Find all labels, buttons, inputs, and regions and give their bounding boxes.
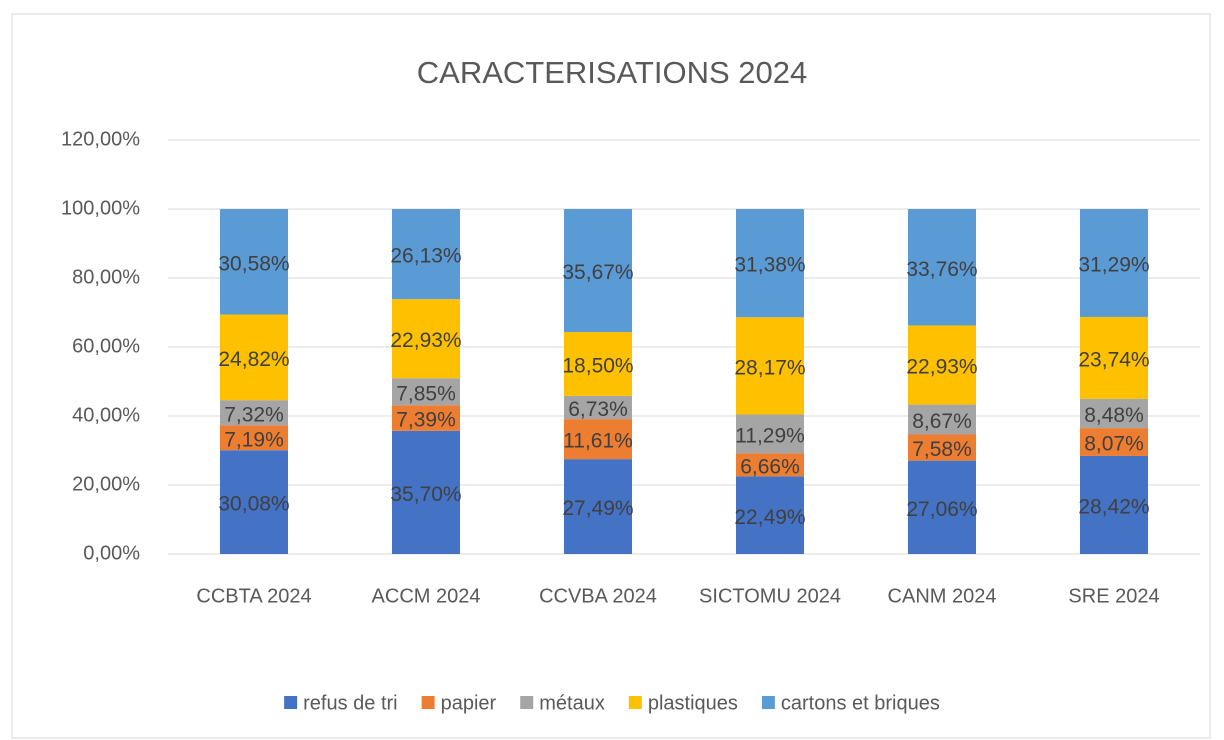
legend-swatch — [421, 696, 435, 709]
legend-label: papier — [441, 692, 497, 714]
x-tick-label: SRE 2024 — [1068, 585, 1159, 607]
bar-segment — [1080, 209, 1148, 317]
value-label: 35,67% — [562, 261, 633, 284]
value-label: 6,73% — [568, 398, 628, 421]
value-label: 35,70% — [390, 483, 461, 506]
bar-segment — [1080, 428, 1148, 456]
value-label: 30,58% — [218, 252, 289, 275]
legend-swatch — [520, 696, 534, 709]
bar-segment — [736, 414, 804, 454]
x-tick-label: SICTOMU 2024 — [699, 585, 841, 607]
y-tick-label: 60,00% — [72, 335, 140, 357]
legend: refus de tri papier métaux plastiques carton… — [284, 692, 940, 714]
bar-segment — [908, 209, 976, 326]
bar-segment — [736, 476, 804, 554]
value-label: 28,42% — [1078, 496, 1149, 519]
y-tick-label: 120,00% — [61, 128, 140, 150]
legend-swatch — [761, 696, 775, 709]
value-label: 8,67% — [912, 410, 972, 433]
value-label: 31,29% — [1078, 254, 1149, 277]
legend-label: cartons et briques — [781, 692, 940, 714]
bar-segment — [564, 395, 632, 420]
bar-segment — [220, 425, 288, 451]
value-label: 22,93% — [906, 356, 977, 379]
bar-segment — [908, 434, 976, 461]
bar-segment — [220, 400, 288, 426]
value-label: 33,76% — [906, 258, 977, 281]
value-label: 28,17% — [734, 356, 805, 379]
value-label: 6,66% — [740, 455, 800, 478]
value-label: 11,61% — [563, 430, 633, 453]
bar-segment — [1080, 398, 1148, 429]
value-label: 27,49% — [562, 497, 633, 520]
bar-segment — [220, 450, 288, 554]
bar-segment — [392, 378, 460, 406]
x-tick-label: CCVBA 2024 — [539, 585, 657, 607]
bar-segment — [564, 332, 632, 396]
bar-segment — [220, 314, 288, 401]
value-label: 26,13% — [390, 245, 461, 268]
value-label: 24,82% — [218, 348, 289, 371]
x-tick-label: CANM 2024 — [888, 585, 997, 607]
bar-segment — [564, 419, 632, 460]
value-label: 18,50% — [562, 355, 633, 378]
legend-swatch — [628, 696, 642, 709]
bar-segment — [908, 404, 976, 435]
bar-segment — [736, 453, 804, 477]
legend-label: plastiques — [648, 692, 738, 714]
y-tick-label: 0,00% — [83, 542, 140, 564]
bar-segment — [736, 317, 804, 415]
legend-label: refus de tri — [303, 692, 397, 714]
value-label: 7,39% — [396, 409, 456, 432]
value-label: 11,29% — [735, 425, 805, 448]
bar-segment — [908, 325, 976, 405]
legend-label: métaux — [539, 692, 605, 714]
x-tick-label: ACCM 2024 — [372, 585, 481, 607]
bar-segment — [564, 459, 632, 554]
value-label: 7,32% — [224, 403, 284, 426]
value-label: 31,38% — [734, 254, 805, 277]
value-label: 7,19% — [224, 428, 284, 451]
bar-segment — [392, 430, 460, 554]
value-label: 30,08% — [218, 493, 289, 516]
bar-segment — [392, 405, 460, 431]
y-tick-label: 80,00% — [72, 266, 140, 288]
value-label: 22,93% — [390, 329, 461, 352]
bar-segment — [220, 209, 288, 315]
y-tick-label: 100,00% — [61, 197, 140, 219]
bar-segment — [564, 209, 632, 333]
bar-segment — [392, 209, 460, 300]
value-label: 8,07% — [1084, 433, 1144, 456]
y-tick-label: 40,00% — [72, 404, 140, 426]
bar-segment — [392, 299, 460, 379]
value-label: 27,06% — [906, 498, 977, 521]
value-label: 7,58% — [912, 438, 972, 461]
bar-segment — [1080, 316, 1148, 399]
y-tick-label: 20,00% — [72, 473, 140, 495]
chart-title: CARACTERISATIONS 2024 — [417, 55, 807, 90]
bar-segment — [908, 460, 976, 554]
x-tick-label: CCBTA 2024 — [196, 585, 311, 607]
value-label: 23,74% — [1078, 348, 1149, 371]
value-label: 8,48% — [1084, 404, 1144, 427]
bar-segment — [1080, 455, 1148, 554]
value-label: 7,85% — [396, 382, 456, 405]
legend-swatch — [284, 696, 298, 709]
bar-segment — [736, 209, 804, 318]
value-label: 22,49% — [734, 506, 805, 529]
